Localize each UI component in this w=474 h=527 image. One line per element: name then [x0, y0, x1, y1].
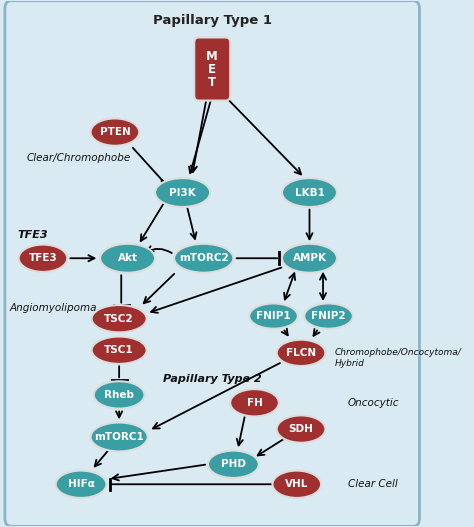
Ellipse shape: [91, 423, 148, 452]
Ellipse shape: [230, 389, 279, 416]
Text: TSC1: TSC1: [104, 345, 134, 355]
Ellipse shape: [91, 337, 146, 364]
Ellipse shape: [91, 305, 146, 333]
Ellipse shape: [282, 244, 337, 272]
Text: Oncocytic: Oncocytic: [347, 398, 399, 408]
Text: TSC2: TSC2: [104, 314, 134, 324]
Text: M
E
T: M E T: [206, 50, 218, 89]
Text: VHL: VHL: [285, 479, 309, 489]
Ellipse shape: [304, 304, 353, 329]
Text: PHD: PHD: [221, 460, 246, 469]
Text: TFE3: TFE3: [28, 253, 57, 264]
Text: AMPK: AMPK: [292, 253, 327, 264]
Ellipse shape: [277, 340, 325, 366]
Text: FLCN: FLCN: [286, 348, 316, 358]
FancyBboxPatch shape: [5, 1, 419, 526]
Text: Papillary Type 1: Papillary Type 1: [153, 14, 272, 27]
Text: FH: FH: [246, 398, 263, 408]
Text: Rheb: Rheb: [104, 390, 134, 400]
Text: Chromophobe/Oncocytoma/
Hybrid: Chromophobe/Oncocytoma/ Hybrid: [335, 348, 462, 368]
Text: mTORC1: mTORC1: [94, 432, 144, 442]
Ellipse shape: [208, 451, 259, 478]
Text: FNIP2: FNIP2: [311, 311, 346, 321]
Ellipse shape: [55, 471, 107, 498]
Text: PTEN: PTEN: [100, 127, 130, 137]
Text: Akt: Akt: [118, 253, 137, 264]
Text: Papillary Type 2: Papillary Type 2: [163, 374, 262, 384]
Text: FNIP1: FNIP1: [256, 311, 291, 321]
Text: Clear Cell: Clear Cell: [347, 479, 397, 489]
Ellipse shape: [273, 471, 321, 498]
Ellipse shape: [249, 304, 298, 329]
Ellipse shape: [94, 381, 145, 408]
Ellipse shape: [155, 178, 210, 207]
Text: TFE3: TFE3: [18, 230, 48, 240]
Text: mTORC2: mTORC2: [179, 253, 228, 264]
Text: Angiomyolipoma: Angiomyolipoma: [9, 303, 97, 313]
Ellipse shape: [91, 119, 139, 146]
Ellipse shape: [18, 245, 67, 272]
Ellipse shape: [282, 178, 337, 207]
Ellipse shape: [100, 244, 155, 272]
Ellipse shape: [174, 244, 233, 272]
Text: PI3K: PI3K: [169, 188, 196, 198]
Text: LKB1: LKB1: [294, 188, 324, 198]
Text: Clear/Chromophobe: Clear/Chromophobe: [26, 153, 130, 163]
Text: SDH: SDH: [289, 424, 313, 434]
Text: HIFα: HIFα: [68, 479, 94, 489]
Ellipse shape: [277, 415, 325, 443]
FancyBboxPatch shape: [194, 37, 230, 101]
